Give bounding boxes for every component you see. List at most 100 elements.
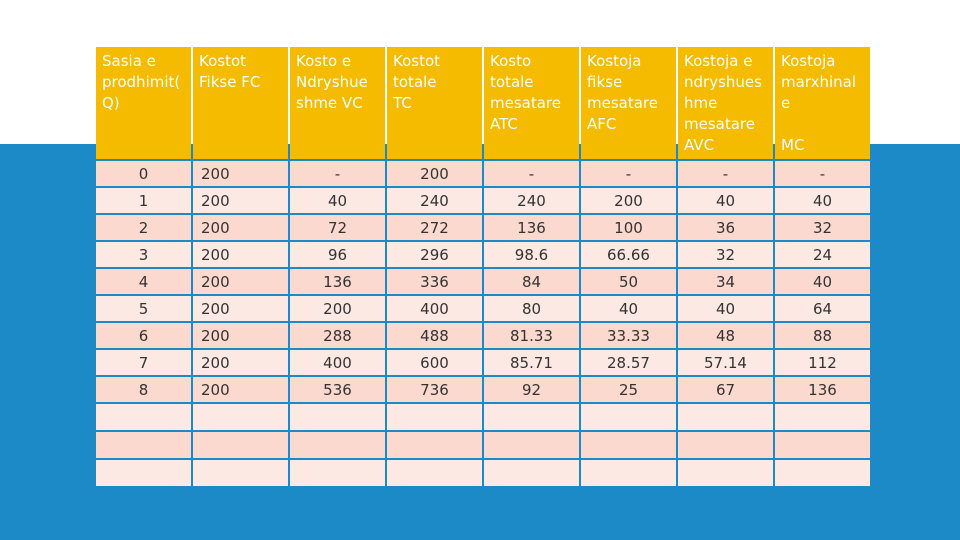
empty-cell: [96, 404, 191, 430]
table-row: 5 200 200 400 80 40 40 64: [96, 296, 870, 321]
cell-q: 8: [96, 377, 191, 402]
cell-q: 1: [96, 188, 191, 213]
cell-mc: 32: [775, 215, 870, 240]
header-marginal-cost: Kostoja marxhinal e MC: [775, 47, 870, 159]
empty-cell: [484, 404, 579, 430]
cell-tc: 400: [387, 296, 482, 321]
cell-q: 6: [96, 323, 191, 348]
cell-atc: 85.71: [484, 350, 579, 375]
cell-atc: -: [484, 161, 579, 186]
cell-afc: 200: [581, 188, 676, 213]
cell-fc: 200: [193, 323, 288, 348]
empty-cell: [96, 432, 191, 458]
cell-atc: 240: [484, 188, 579, 213]
cell-q: 3: [96, 242, 191, 267]
cell-afc: 100: [581, 215, 676, 240]
empty-row: [96, 404, 870, 430]
table-row: 1 200 40 240 240 200 40 40: [96, 188, 870, 213]
empty-cell: [387, 460, 482, 486]
cell-q: 7: [96, 350, 191, 375]
empty-cell: [581, 460, 676, 486]
empty-cell: [290, 432, 385, 458]
empty-cell: [581, 432, 676, 458]
header-total-cost: Kostot totale TC: [387, 47, 482, 159]
cell-avc: 57.14: [678, 350, 773, 375]
cell-vc: 200: [290, 296, 385, 321]
header-average-total-cost: Kosto totale mesatare ATC: [484, 47, 579, 159]
header-quantity: Sasia e prodhimit( Q): [96, 47, 191, 159]
cell-q: 0: [96, 161, 191, 186]
cell-mc: 136: [775, 377, 870, 402]
cell-atc: 136: [484, 215, 579, 240]
cell-q: 2: [96, 215, 191, 240]
cell-afc: 40: [581, 296, 676, 321]
empty-cell: [193, 432, 288, 458]
table-row: 4 200 136 336 84 50 34 40: [96, 269, 870, 294]
cell-fc: 200: [193, 161, 288, 186]
cell-avc: 40: [678, 296, 773, 321]
cell-q: 5: [96, 296, 191, 321]
empty-cell: [387, 404, 482, 430]
cell-atc: 84: [484, 269, 579, 294]
header-average-variable-cost: Kostoja e ndryshues hme mesatare AVC: [678, 47, 773, 159]
header-variable-cost: Kosto e Ndryshue shme VC: [290, 47, 385, 159]
cell-mc: 40: [775, 188, 870, 213]
cell-avc: 34: [678, 269, 773, 294]
cell-atc: 80: [484, 296, 579, 321]
empty-cell: [775, 432, 870, 458]
cell-fc: 200: [193, 215, 288, 240]
cell-afc: 50: [581, 269, 676, 294]
cell-fc: 200: [193, 296, 288, 321]
empty-cell: [193, 404, 288, 430]
cell-fc: 200: [193, 269, 288, 294]
cell-tc: 240: [387, 188, 482, 213]
cost-table: Sasia e prodhimit( Q) Kostot Fikse FC Ko…: [94, 45, 872, 488]
cell-tc: 600: [387, 350, 482, 375]
cell-vc: 40: [290, 188, 385, 213]
header-average-fixed-cost: Kostoja fikse mesatare AFC: [581, 47, 676, 159]
cell-vc: 96: [290, 242, 385, 267]
cell-q: 4: [96, 269, 191, 294]
table-row: 2 200 72 272 136 100 36 32: [96, 215, 870, 240]
cell-fc: 200: [193, 377, 288, 402]
table-row: 3 200 96 296 98.6 66.66 32 24: [96, 242, 870, 267]
cell-vc: 136: [290, 269, 385, 294]
cell-vc: 400: [290, 350, 385, 375]
cell-mc: 64: [775, 296, 870, 321]
empty-cell: [484, 432, 579, 458]
empty-cell: [678, 460, 773, 486]
header-row: Sasia e prodhimit( Q) Kostot Fikse FC Ko…: [96, 47, 870, 159]
cell-avc: 32: [678, 242, 773, 267]
cell-atc: 81.33: [484, 323, 579, 348]
empty-cell: [290, 404, 385, 430]
cell-tc: 272: [387, 215, 482, 240]
cell-avc: 36: [678, 215, 773, 240]
cell-tc: 200: [387, 161, 482, 186]
cell-vc: 536: [290, 377, 385, 402]
cell-tc: 488: [387, 323, 482, 348]
cell-fc: 200: [193, 242, 288, 267]
cell-avc: 67: [678, 377, 773, 402]
cell-fc: 200: [193, 188, 288, 213]
empty-cell: [484, 460, 579, 486]
empty-cell: [581, 404, 676, 430]
empty-row: [96, 432, 870, 458]
cell-atc: 92: [484, 377, 579, 402]
table-row: 7 200 400 600 85.71 28.57 57.14 112: [96, 350, 870, 375]
cell-avc: 40: [678, 188, 773, 213]
empty-cell: [678, 432, 773, 458]
empty-cell: [387, 432, 482, 458]
cell-mc: 112: [775, 350, 870, 375]
cell-mc: -: [775, 161, 870, 186]
cell-afc: 66.66: [581, 242, 676, 267]
cell-afc: -: [581, 161, 676, 186]
empty-cell: [96, 460, 191, 486]
cell-vc: 72: [290, 215, 385, 240]
cell-mc: 24: [775, 242, 870, 267]
cell-vc: 288: [290, 323, 385, 348]
cell-avc: 48: [678, 323, 773, 348]
table-row: 6 200 288 488 81.33 33.33 48 88: [96, 323, 870, 348]
empty-cell: [193, 460, 288, 486]
empty-row: [96, 460, 870, 486]
header-fixed-cost: Kostot Fikse FC: [193, 47, 288, 159]
